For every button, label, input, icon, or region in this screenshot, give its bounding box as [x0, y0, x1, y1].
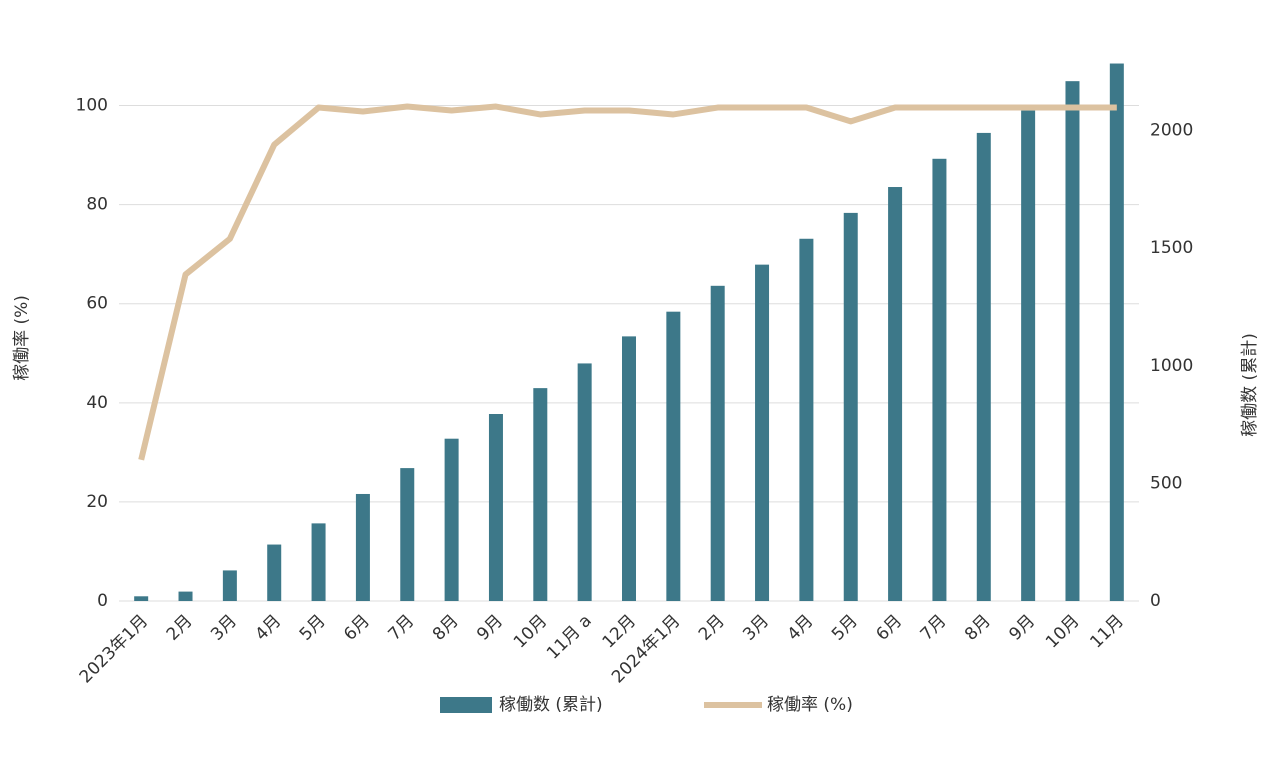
bar: [488, 414, 503, 601]
y-tick-label: 100: [76, 96, 108, 116]
bar: [843, 212, 858, 601]
bar: [755, 264, 770, 601]
x-tick-label: 9月: [473, 611, 507, 645]
x-tick-label: 3月: [739, 611, 773, 645]
bar: [222, 570, 237, 601]
x-tick-label: 4月: [251, 611, 285, 645]
line: [138, 103, 1117, 461]
x-tick-label: 3月: [207, 611, 241, 645]
y2-tick-label: 500: [1150, 473, 1182, 493]
y-tick-label: 40: [86, 393, 108, 413]
x-tick-label: 8月: [429, 611, 463, 645]
x-tick-label: 5月: [828, 611, 862, 645]
y2-tick-label: 1000: [1150, 356, 1193, 376]
x-tick-label: 5月: [296, 611, 330, 645]
x-tick-label: 2月: [695, 611, 729, 645]
x-tick-label: 6月: [872, 611, 906, 645]
bar: [444, 438, 459, 601]
bar: [400, 468, 415, 601]
x-tick-label: 9月: [1005, 611, 1039, 645]
bar: [932, 158, 947, 601]
y-tick-label: 80: [86, 195, 108, 215]
bar: [666, 311, 681, 601]
legend-swatch: [440, 697, 492, 713]
bar: [1109, 63, 1124, 601]
x-tick-label: 8月: [961, 611, 995, 645]
legend-label: 稼働数 (累計): [499, 695, 603, 715]
y-tick-label: 60: [86, 294, 108, 314]
y-axis-title: 稼働率 (%): [12, 295, 32, 381]
bar: [976, 132, 991, 602]
bar: [710, 285, 725, 601]
x-tick-label: 10月: [1042, 611, 1083, 652]
bar: [355, 493, 370, 601]
bar: [267, 544, 282, 601]
x-tick-label: 7月: [917, 611, 951, 645]
x-tick-label: 2023年1月: [76, 611, 152, 687]
y-tick-label: 0: [97, 591, 108, 611]
x-tick-label: 4月: [784, 611, 818, 645]
y2-tick-label: 1500: [1150, 238, 1193, 258]
x-tick-label: 2月: [163, 611, 197, 645]
legend-label: 稼働率 (%): [767, 695, 853, 715]
x-tick-label: 11月: [1086, 611, 1127, 652]
y2-tick-label: 0: [1150, 591, 1161, 611]
bar: [1065, 81, 1080, 601]
x-tick-label: 7月: [385, 611, 419, 645]
y2-tick-label: 2000: [1150, 121, 1193, 141]
y2-axis-title: 稼働数 (累計): [1240, 333, 1260, 437]
bar: [134, 596, 149, 601]
bar: [799, 238, 814, 601]
x-tick-label: 6月: [340, 611, 374, 645]
bar: [178, 591, 193, 601]
bar: [533, 388, 548, 601]
bar: [622, 336, 636, 601]
bar: [1021, 110, 1036, 602]
bar: [311, 523, 326, 601]
y-tick-label: 20: [86, 492, 108, 512]
x-tick-label: 11月 a: [543, 611, 596, 664]
bar: [888, 187, 903, 601]
bar: [577, 363, 592, 601]
